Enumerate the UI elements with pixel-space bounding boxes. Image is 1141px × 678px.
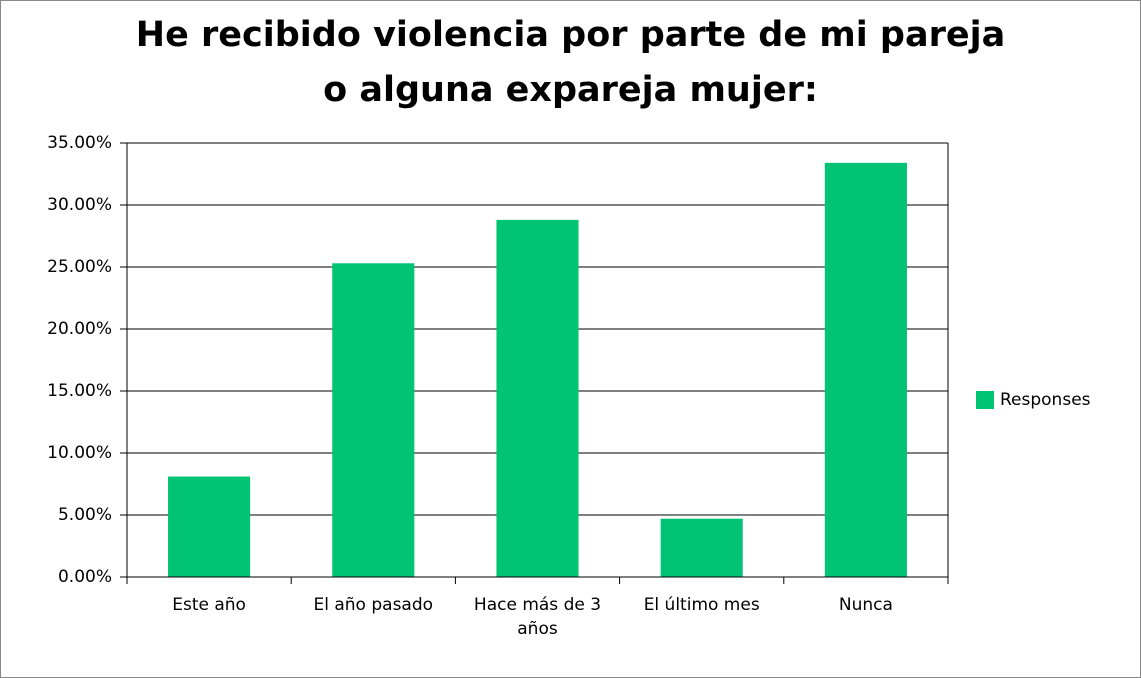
x-tick-label: Hace más de 3 años <box>473 595 602 639</box>
bar <box>332 263 415 577</box>
y-tick-label: 5.00% <box>58 505 112 525</box>
x-tick-label: El año pasado <box>313 595 434 615</box>
y-tick-label: 30.00% <box>47 195 112 215</box>
x-tick-label: Este año <box>172 595 246 615</box>
y-tick-label: 20.00% <box>47 319 112 339</box>
x-tick-label: Nunca <box>838 595 893 615</box>
y-tick-label: 0.00% <box>58 567 112 587</box>
legend-swatch <box>976 391 994 409</box>
bar <box>824 162 907 577</box>
y-tick-label: 25.00% <box>47 257 112 277</box>
bar <box>496 219 579 577</box>
bar <box>660 518 743 577</box>
bar <box>168 476 251 577</box>
legend-label: Responses <box>1000 390 1091 410</box>
y-tick-label: 10.00% <box>47 443 112 463</box>
y-tick-label: 35.00% <box>47 133 112 153</box>
x-tick-label: El último mes <box>643 595 760 615</box>
y-tick-label: 15.00% <box>47 381 112 401</box>
chart-title: He recibido violencia por parte de mi pa… <box>135 15 1006 110</box>
